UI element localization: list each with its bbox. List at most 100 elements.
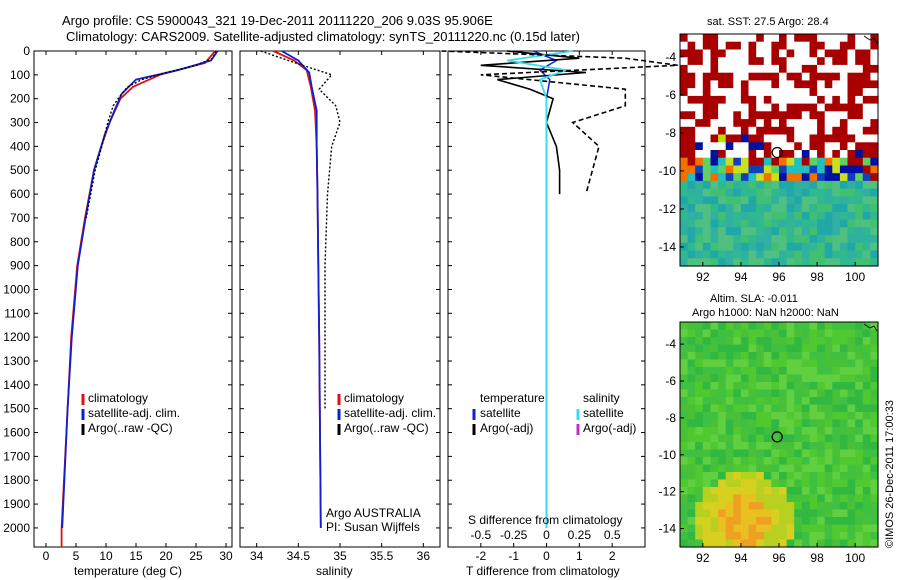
map-cell — [680, 41, 689, 50]
map-cell — [855, 524, 864, 533]
map-cell — [748, 111, 757, 120]
map-cell — [771, 389, 780, 398]
map-cell — [794, 41, 803, 50]
map-cell — [862, 487, 871, 496]
map-cell — [839, 157, 849, 166]
map-cell — [763, 344, 772, 353]
map-cell — [748, 329, 757, 338]
map-cell — [855, 242, 864, 252]
x-tick-label-0-6: 30 — [219, 549, 233, 563]
map-cell — [862, 337, 871, 346]
map-cell — [756, 111, 765, 120]
map-cell — [725, 367, 734, 376]
map-cell — [718, 344, 727, 353]
map-cell — [710, 329, 719, 338]
map-cell — [763, 111, 772, 120]
map-cell — [817, 180, 826, 190]
map-cell — [740, 367, 750, 376]
map-cell — [832, 337, 841, 346]
map-cell — [809, 367, 818, 376]
map-cell — [794, 457, 803, 466]
map-cell — [725, 142, 734, 151]
map-cell — [718, 57, 727, 66]
map-cell — [832, 49, 841, 58]
map-cell — [839, 142, 849, 151]
map-cell — [733, 457, 742, 466]
map-cell — [740, 412, 750, 421]
map-cell — [832, 322, 841, 331]
map-cell — [832, 34, 841, 43]
map-cell — [740, 126, 750, 136]
map-cell — [718, 235, 727, 244]
map-cell — [710, 464, 719, 473]
map-cell — [794, 329, 803, 338]
map-cell — [680, 111, 689, 120]
map-cell — [847, 72, 856, 81]
map-cell — [794, 142, 803, 151]
map-cell — [779, 103, 788, 112]
map-cell — [718, 532, 727, 541]
map-cell — [718, 479, 727, 488]
map-cell — [870, 242, 879, 252]
map-cell — [794, 57, 803, 66]
map-cell — [786, 389, 795, 398]
map-cell — [847, 196, 856, 205]
map-cell — [733, 487, 742, 496]
map-cell — [809, 235, 818, 244]
map-cell — [763, 41, 772, 50]
map-cell — [855, 382, 864, 391]
map-cell — [870, 449, 879, 458]
map-cell — [710, 134, 719, 143]
map-cell — [809, 34, 818, 43]
map-cell — [794, 119, 803, 128]
map-cell — [718, 457, 727, 466]
map-cell — [771, 157, 780, 166]
map-cell — [763, 494, 772, 503]
map-cell — [695, 242, 704, 252]
map-cell — [855, 322, 864, 331]
map-cell — [680, 389, 689, 398]
map-cell — [847, 126, 856, 136]
map-cell — [733, 389, 742, 398]
map-cell — [763, 196, 772, 205]
map-cell — [740, 227, 750, 236]
map-cell — [687, 524, 696, 533]
map-cell — [733, 126, 742, 136]
map-cell — [740, 509, 750, 518]
map-cell — [817, 134, 826, 143]
map-cell — [710, 397, 719, 406]
map-cell — [748, 524, 757, 533]
map-cell — [817, 72, 826, 81]
map-cell — [870, 204, 879, 213]
map-cell — [870, 49, 879, 58]
map-cell — [801, 382, 810, 391]
map-cell — [748, 34, 757, 43]
map-cell — [763, 517, 772, 526]
map-cell — [695, 427, 704, 436]
map-cell — [801, 111, 810, 120]
map-cell — [847, 211, 856, 221]
map-cell — [801, 173, 810, 182]
y-tick-label-17: 1700 — [3, 449, 30, 463]
map-cell — [862, 352, 871, 361]
map-cell — [824, 49, 833, 58]
map-cell — [740, 382, 750, 391]
map-cell — [695, 49, 704, 58]
map-cell — [687, 457, 696, 466]
map-cell — [710, 494, 719, 503]
map-cell — [687, 367, 696, 376]
map-cell — [870, 258, 879, 267]
map-cell — [786, 219, 795, 228]
map-cell — [771, 419, 780, 428]
map-cell — [817, 111, 826, 120]
map-cell — [839, 539, 849, 548]
map-cell — [847, 524, 856, 533]
map-cell — [756, 329, 765, 338]
map-cell — [718, 382, 727, 391]
map-cell — [839, 119, 849, 128]
map-cell — [847, 88, 856, 97]
map-cell — [779, 95, 788, 105]
map-cell — [817, 487, 826, 496]
map-cell — [809, 472, 818, 481]
map-cell — [870, 434, 879, 443]
